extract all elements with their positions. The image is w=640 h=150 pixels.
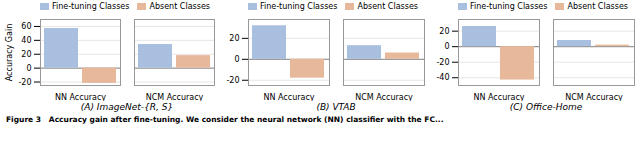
svg-text:-20: -20 [226, 76, 239, 85]
html-text:(B) VTAB: (B) VTAB [316, 102, 356, 112]
html-text:Absent Classes: Absent Classes [567, 2, 628, 11]
svg-text:NN Accuracy: NN Accuracy [473, 93, 524, 101]
svg-text:NCM Accuracy: NCM Accuracy [565, 93, 623, 101]
html-text:Absent Classes: Absent Classes [149, 2, 210, 11]
svg-text:0: 0 [26, 64, 31, 73]
html-text:Fine-tuning Classes: Fine-tuning Classes [470, 2, 548, 11]
svg-text:-40: -40 [436, 73, 449, 82]
svg-text:NCM Accuracy: NCM Accuracy [355, 93, 413, 101]
svg-text:0: 0 [444, 42, 449, 51]
html-text:Fine-tuning Classes: Fine-tuning Classes [52, 2, 130, 11]
svg-text:20: 20 [21, 50, 31, 59]
svg-text:0: 0 [234, 55, 239, 64]
svg-text:20: 20 [229, 34, 239, 43]
svg-text:NN Accuracy: NN Accuracy [55, 93, 106, 101]
svg-text:NCM Accuracy: NCM Accuracy [146, 93, 204, 101]
svg-text:-20: -20 [18, 78, 31, 87]
html-text:Figure 3 Accuracy gain after f: Figure 3 Accuracy gain after fine-tuning… [6, 115, 444, 124]
svg-text:-20: -20 [436, 58, 449, 67]
html-text:(C) Office-Home: (C) Office-Home [509, 102, 583, 112]
html-text:Fine-tuning Classes: Fine-tuning Classes [260, 2, 338, 11]
svg-text:20: 20 [439, 27, 449, 36]
svg-text:NN Accuracy: NN Accuracy [263, 93, 314, 101]
html-text:(A) ImageNet-{R, S}: (A) ImageNet-{R, S} [80, 102, 174, 112]
svg-text:40: 40 [21, 36, 31, 45]
html-text:Absent Classes: Absent Classes [357, 2, 418, 11]
svg-text:60: 60 [21, 22, 31, 31]
svg-text:Accuracy Gain: Accuracy Gain [5, 24, 14, 81]
